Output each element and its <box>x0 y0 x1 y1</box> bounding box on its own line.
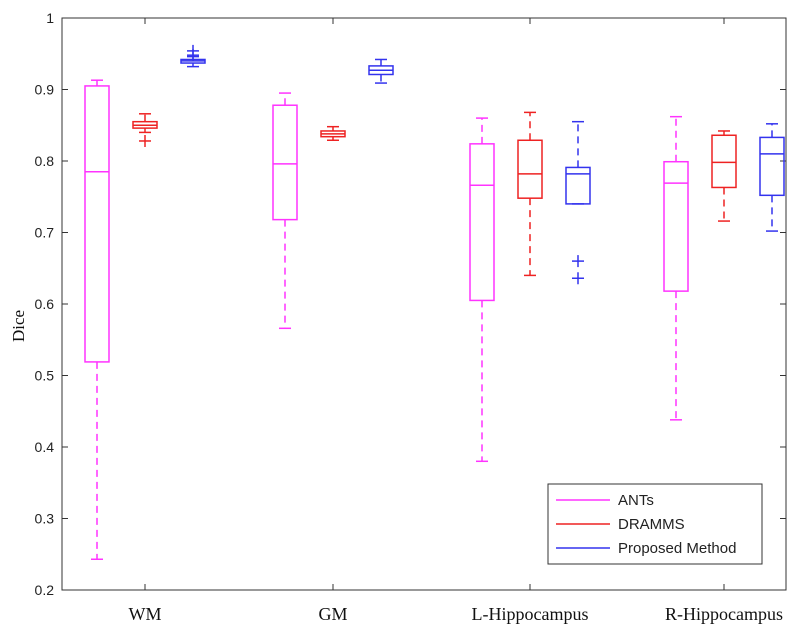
y-tick-label: 0.8 <box>35 153 55 169</box>
y-tick-label: 1 <box>46 10 54 26</box>
y-tick-label: 0.6 <box>35 296 55 312</box>
y-tick-label: 0.7 <box>35 225 55 241</box>
y-tick-label: 0.9 <box>35 82 55 98</box>
box-iqr <box>517 139 543 199</box>
x-category-label: L-Hippocampus <box>472 604 589 624</box>
y-tick-label: 0.2 <box>35 582 55 598</box>
y-tick-label: 0.3 <box>35 511 55 527</box>
box-iqr <box>84 85 110 363</box>
box-iqr <box>272 104 298 221</box>
box-iqr <box>469 143 495 302</box>
y-axis-title: Dice <box>9 310 28 342</box>
legend-label: ANTs <box>618 492 654 509</box>
x-category-label: GM <box>318 604 347 624</box>
y-tick-label: 0.4 <box>35 439 55 455</box>
x-category-label: R-Hippocampus <box>665 604 783 624</box>
box-iqr <box>565 166 591 205</box>
box-iqr <box>711 134 737 189</box>
x-category-label: WM <box>129 604 162 624</box>
legend-label: DRAMMS <box>618 516 685 533</box>
box-iqr <box>663 160 689 292</box>
y-tick-label: 0.5 <box>35 368 55 384</box>
box-iqr <box>759 136 785 197</box>
legend-label: Proposed Method <box>618 540 736 557</box>
